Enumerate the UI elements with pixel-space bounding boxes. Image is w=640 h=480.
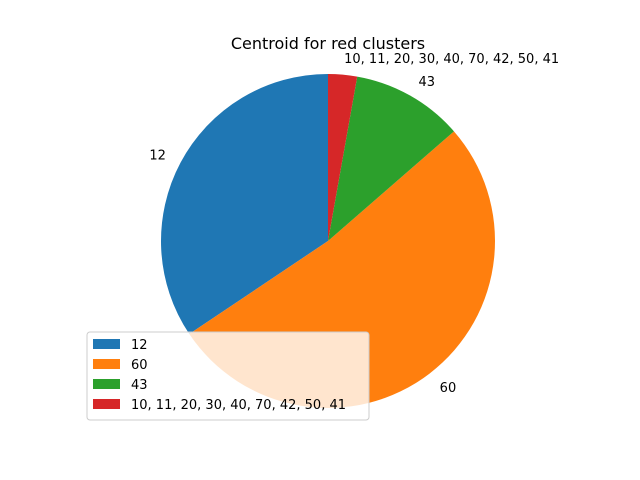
slice-label-0: 12 [149,149,166,164]
legend-label-2: 43 [131,378,148,393]
legend-label-0: 12 [131,338,148,353]
chart-title: Centroid for red clusters [231,34,425,53]
pie-slice-2 [328,76,454,241]
legend-swatch-0 [93,339,120,349]
legend-swatch-1 [93,359,120,369]
slice-label-2: 43 [419,75,436,90]
legend-label-1: 60 [131,358,148,373]
legend: 12 60 43 10, 11, 20, 30, 40, 70, 42, 50, 4… [86,331,370,421]
legend-label-3: 10, 11, 20, 30, 40, 70, 42, 50, 41 [131,398,346,413]
legend-swatch-3 [93,399,120,409]
slice-label-3: 10, 11, 20, 30, 40, 70, 42, 50, 41 [344,52,559,67]
pie-slice-3 [328,74,358,241]
legend-swatch-2 [93,379,120,389]
slice-labels: 12 60 43 10, 11, 20, 30, 40, 70, 42, 50, 41 [149,52,559,396]
legend-frame [86,331,370,421]
pie-slice-0 [161,74,328,334]
slice-label-1: 60 [440,381,457,396]
